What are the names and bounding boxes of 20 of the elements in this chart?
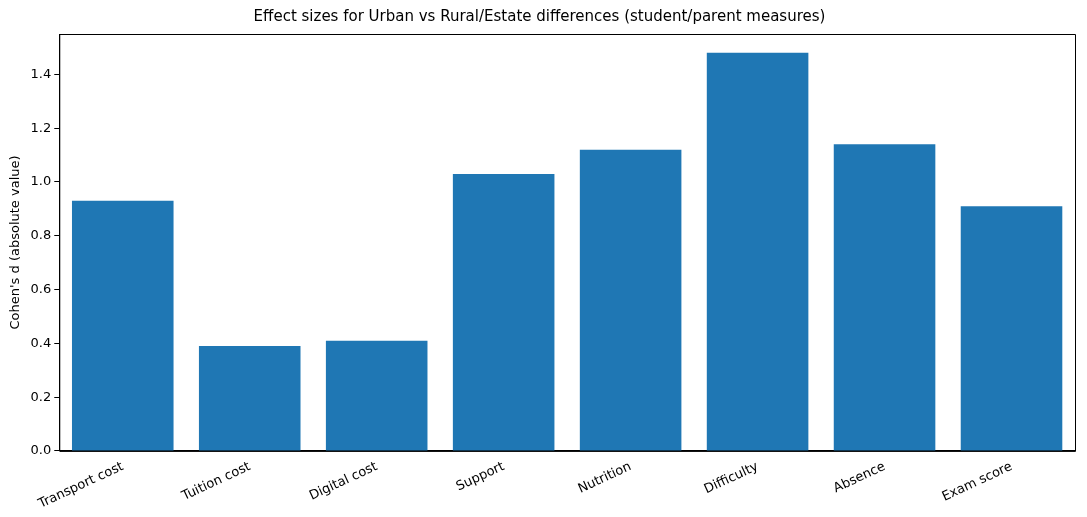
y-tick-label: 1.2 — [30, 119, 52, 135]
bar — [325, 340, 428, 451]
y-axis-title: Cohen's d (absolute value) — [7, 155, 23, 330]
y-tick-label: 0.0 — [30, 442, 52, 458]
bar — [198, 346, 301, 451]
x-tick-label: Exam score — [939, 458, 1015, 504]
y-tick-label: 1.0 — [30, 173, 52, 189]
bar — [71, 200, 174, 451]
y-tick-label: 0.8 — [30, 227, 52, 243]
bar — [452, 173, 555, 451]
y-tick-label: 0.2 — [30, 388, 52, 404]
bar — [579, 149, 682, 451]
chart-title: Effect sizes for Urban vs Rural/Estate differences (student/parent measures) — [253, 6, 826, 25]
bar — [960, 206, 1063, 451]
bar — [833, 144, 936, 451]
x-tick-label: Tuition cost — [178, 458, 253, 504]
y-tick-label: 1.4 — [30, 65, 52, 81]
y-tick-label: 0.6 — [30, 280, 52, 296]
bar — [706, 52, 809, 451]
y-tick-label: 0.4 — [30, 334, 52, 350]
